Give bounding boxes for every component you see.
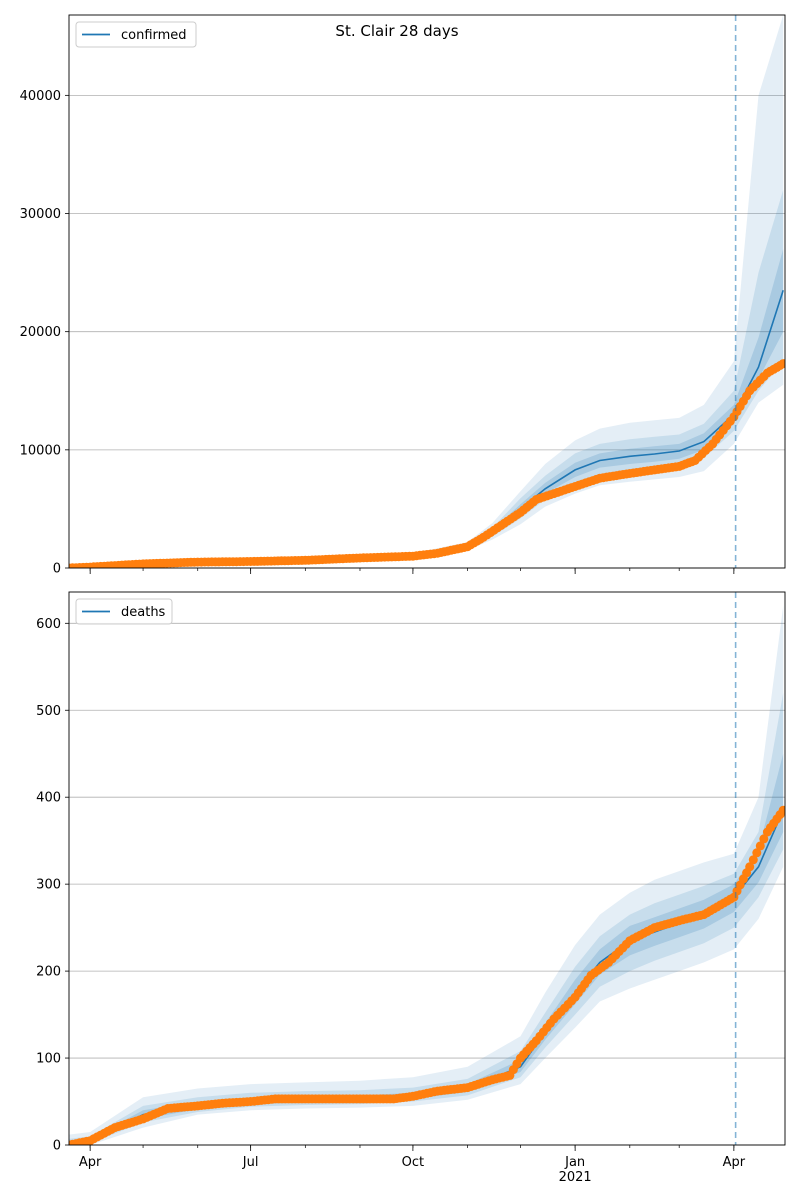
y-tick-label: 10000: [20, 443, 61, 458]
y-tick-label: 100: [36, 1052, 61, 1067]
band-outer: [69, 15, 784, 568]
y-tick-label: 200: [36, 965, 61, 980]
observed-point: [759, 834, 769, 844]
x-tick-label: Apr: [723, 1155, 746, 1170]
y-tick-label: 40000: [20, 89, 61, 104]
legend: confirmed: [75, 21, 197, 48]
y-tick-label: 500: [36, 704, 61, 719]
y-tick-label: 0: [53, 1139, 61, 1154]
legend-box: [75, 21, 197, 48]
legend-label: deaths: [121, 605, 166, 620]
x-tick-label: Jan: [564, 1155, 585, 1170]
panel-confirmed: 0 10000 20000 30000 40000 confirmed: [20, 14, 786, 577]
y-tick-label: 0: [53, 562, 61, 577]
band-middle: [69, 692, 784, 1145]
observed-point: [745, 862, 755, 872]
y-tick-label: 300: [36, 878, 61, 893]
band-inner: [69, 753, 784, 1145]
x-tick-label: 2021: [559, 1170, 592, 1185]
x-tick-label: Jul: [242, 1155, 259, 1170]
observed-point: [752, 848, 762, 858]
axes-frame: [68, 591, 786, 1146]
axes-frame: [68, 14, 786, 569]
x-tick-label: Apr: [79, 1155, 102, 1170]
plot-area: [69, 15, 785, 568]
figure-title: St. Clair 28 days: [335, 22, 458, 40]
y-tick-label: 30000: [20, 207, 61, 222]
x-tick-label: Oct: [402, 1155, 424, 1170]
plot-area: [69, 605, 785, 1145]
observed-point: [778, 359, 785, 369]
y-tick-label: 600: [36, 617, 61, 632]
legend-box: [75, 598, 173, 625]
observed-point: [748, 855, 758, 865]
legend-label: confirmed: [121, 28, 187, 43]
legend: deaths: [75, 598, 173, 625]
y-tick-label: 400: [36, 791, 61, 806]
observed-point: [755, 841, 765, 851]
y-tick-label: 20000: [20, 325, 61, 340]
observed-point: [778, 805, 785, 815]
